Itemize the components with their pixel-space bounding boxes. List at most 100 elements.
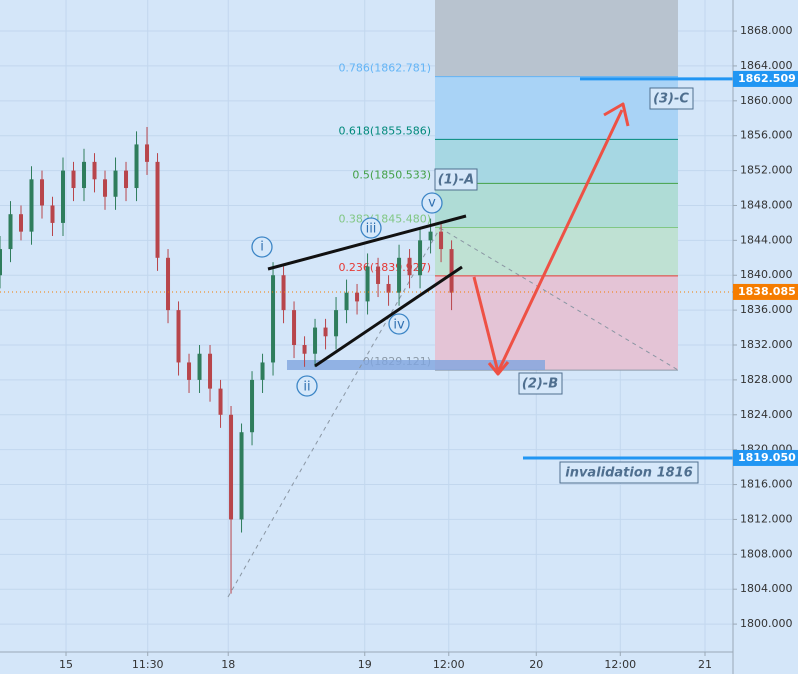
fibonacci: 0.786(1862.781) 0.618(1855.586) 0.5(1850.5… [338,62,678,371]
wave-tag: (2)-B [522,377,558,392]
candle-body [344,292,349,311]
candle-body [376,266,381,284]
candle-body [134,144,139,189]
fib-zone [435,183,678,228]
candle-body [103,179,108,197]
wave-circle [296,375,318,397]
fib-label: 0.786(1862.781) [338,62,431,75]
y-tick-label: 1800.000 [740,617,793,630]
price-lines [0,77,733,460]
candle-body [82,161,87,189]
wave-label: iii [366,222,377,237]
x-tick-label: 19 [358,658,372,671]
y-tick-label: 1868.000 [740,24,793,37]
fib-top-zone [435,0,678,77]
y-tick-label: 1848.000 [740,198,793,211]
candle-body [92,161,97,180]
fib-label: 0.5(1850.533) [352,168,431,181]
y-tick-label: 1832.000 [740,338,793,351]
candle-body [8,214,13,250]
candle-body [365,266,370,302]
fib-label: 0.618(1855.586) [338,124,431,137]
candle-body [124,170,129,189]
y-tick-label: 1824.000 [740,408,793,421]
candle-body [260,362,265,380]
candle-body [50,205,55,223]
y-tick-label: 1852.000 [740,164,793,177]
candle-body [250,379,255,433]
x-tick-label: 15 [59,658,73,671]
candle-body [271,275,276,363]
y-tick-label: 1812.000 [740,512,793,525]
y-tick-label: 1828.000 [740,373,793,386]
price-tag [733,449,798,466]
candle-body [449,249,454,293]
candle-body [208,353,213,389]
axes: 1800.000 1804.000 1808.000 1812.000 1816.000… [59,24,798,671]
candles [0,126,454,594]
dashed-line [227,227,441,598]
candle-body [397,257,402,293]
candle-body [302,345,307,354]
tag-boxes [434,87,699,484]
invalidation-tag: invalidation 1816 [565,466,693,481]
arrow-head [487,361,510,376]
forecast-arrows [472,102,630,376]
candle-body [407,257,412,276]
price-tag-label: 1819.050 [738,451,796,464]
wave-circle [388,313,410,335]
y-tick-label: 1804.000 [740,582,793,595]
candle-body [113,170,118,197]
support-band [287,360,545,370]
y-tick-label: 1836.000 [740,303,793,316]
wedge [267,214,467,368]
wave-tag: (1)-A [438,173,474,188]
tag-box [434,168,478,191]
candle-body [0,249,2,276]
dashed-line [439,227,679,371]
price-tag [733,70,798,87]
wave-label: ii [303,380,310,395]
candle-body [355,292,360,302]
candle-body [187,362,192,380]
candle-body [176,310,181,363]
fib-zone [435,275,678,371]
fib-label: 0.382(1845.480) [338,212,431,225]
wave-circle [251,236,273,258]
wave-markers [251,192,443,397]
candle-body [334,310,339,337]
tag-box [518,372,563,395]
candle-body [439,231,444,250]
candle-body [229,414,234,520]
candle-body [323,327,328,337]
wave-circle [421,192,443,214]
tag-box [649,87,694,110]
y-tick-label: 1864.000 [740,59,793,72]
candle-body [40,179,45,206]
wave-circle [360,217,382,239]
x-tick-label: 12:00 [604,658,636,671]
price-tag-label: 1838.085 [738,285,796,298]
candle-body [29,179,34,232]
projection-lines [227,227,679,598]
candle-body [71,170,76,189]
wave-label: i [260,240,264,255]
candle-body [281,275,286,311]
candle-body [428,231,433,241]
candle-body [197,353,202,380]
candle-body [19,214,24,232]
price-tag [733,283,798,300]
y-tick-label: 1840.000 [740,268,793,281]
candle-body [292,310,297,346]
wedge-line [314,265,463,368]
x-tick-label: 21 [698,658,712,671]
candle-body [155,161,160,258]
candle-body [239,432,244,520]
y-tick-label: 1808.000 [740,547,793,560]
x-tick-label: 12:00 [433,658,465,671]
x-tick-label: 18 [221,658,235,671]
y-tick-label: 1860.000 [740,94,793,107]
wedge-line [267,214,467,271]
x-tick-label: 20 [529,658,543,671]
